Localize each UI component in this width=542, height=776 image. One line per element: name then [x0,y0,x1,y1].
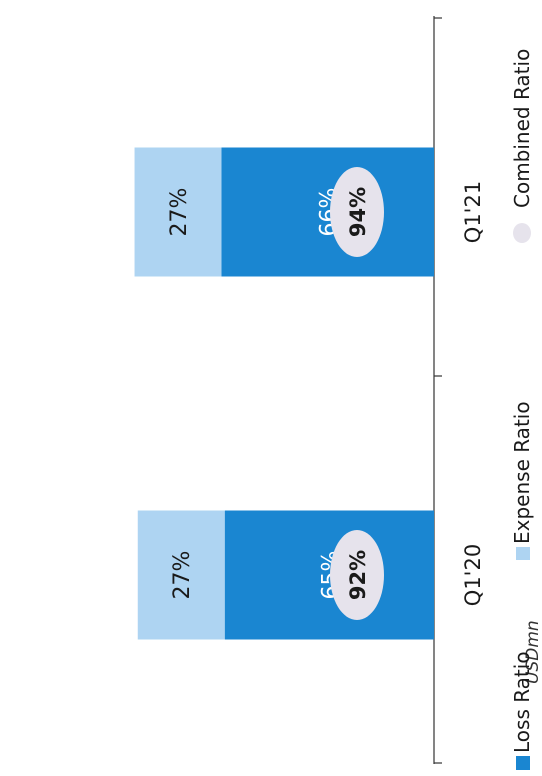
bar-label-expense-2: 27% [167,188,192,237]
bar-label-expense-1: 27% [170,551,195,600]
legend: Loss Ratio Expense Ratio Combined Ratio [510,49,534,770]
bar-expense-2 [134,147,222,277]
legend-label-combined: Combined Ratio [510,49,534,208]
combined-ratio-label-2: 94% [346,187,370,237]
bar-loss-2 [221,147,434,277]
combined-ratio-label-1: 92% [346,550,370,600]
legend-label-expense: Expense Ratio [510,401,534,544]
legend-swatch-combined [513,223,531,243]
legend-label-loss: Loss Ratio [510,651,534,753]
bar-loss-1 [224,510,434,640]
bar-expense-1 [137,510,225,640]
legend-swatch-expense [516,547,530,560]
combined-ratio-badge-1 [330,530,384,620]
legend-swatch-loss [516,756,530,770]
unit-label: USDmn [523,620,542,684]
category-label-q1-21: Q1'21 [461,181,485,243]
category-label-q1-20: Q1'20 [461,544,485,606]
combined-ratio-badge-2 [330,167,384,257]
